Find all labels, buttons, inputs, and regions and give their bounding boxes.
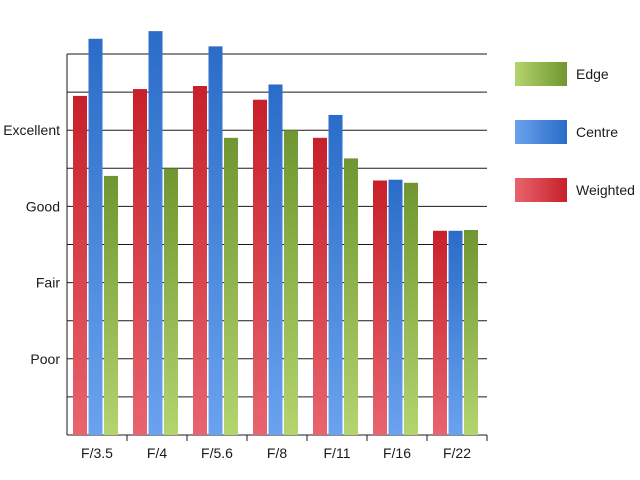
bar <box>448 230 463 435</box>
legend-swatch <box>515 62 567 86</box>
bar <box>73 95 87 435</box>
x-tick-label: F/16 <box>383 445 411 461</box>
bar <box>284 130 298 435</box>
bar <box>208 46 223 435</box>
bar <box>253 99 267 435</box>
x-tick-label: F/22 <box>443 445 471 461</box>
bar <box>313 137 327 435</box>
bar <box>404 182 418 435</box>
legend-label: Weighted <box>576 182 635 198</box>
x-tick-label: F/4 <box>147 445 167 461</box>
bar <box>224 137 238 435</box>
bar <box>164 168 178 436</box>
x-tick-label: F/3.5 <box>81 445 113 461</box>
bars <box>73 31 478 436</box>
bar <box>464 230 478 435</box>
y-tick-label: Fair <box>36 275 60 291</box>
bar <box>328 114 343 436</box>
x-tick-label: F/8 <box>267 445 287 461</box>
bar <box>88 38 103 435</box>
legend: Edge Centre Weighted <box>515 62 635 202</box>
bar <box>104 175 118 436</box>
x-tick-labels: F/3.5 F/4 F/5.6 F/8 F/11 F/16 F/22 <box>81 445 471 461</box>
bar <box>373 180 387 435</box>
bar <box>268 84 283 435</box>
legend-swatch <box>515 120 567 144</box>
bar <box>388 179 403 435</box>
x-tick-label: F/5.6 <box>201 445 233 461</box>
legend-swatch <box>515 178 567 202</box>
y-tick-label: Poor <box>30 351 60 367</box>
y-tick-label: Good <box>26 198 60 214</box>
legend-label: Edge <box>576 66 609 82</box>
legend-label: Centre <box>576 124 618 140</box>
y-tick-label: Excellent <box>3 122 60 138</box>
bar <box>344 158 358 436</box>
bar <box>193 86 207 435</box>
bar <box>433 230 447 435</box>
y-tick-labels: Poor Fair Good Excellent <box>3 122 60 367</box>
x-tick-label: F/11 <box>324 445 351 461</box>
bar <box>148 31 163 435</box>
bar <box>133 89 147 435</box>
